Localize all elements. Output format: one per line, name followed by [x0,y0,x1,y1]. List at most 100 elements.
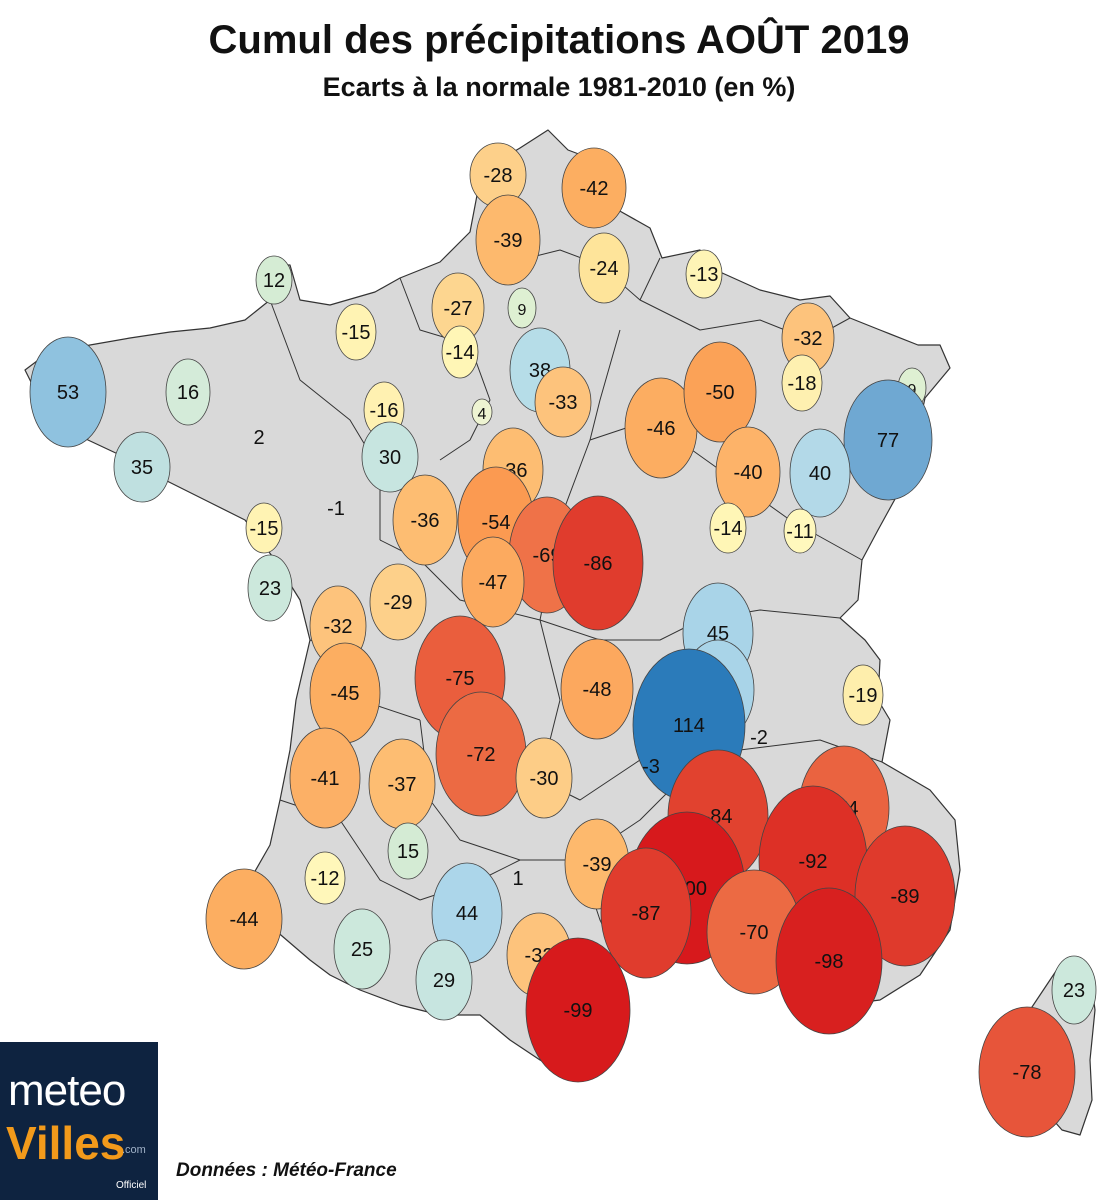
station-value-label: -14 [446,342,475,364]
station-value-label: -50 [706,382,735,404]
station-bubble [978,1006,1076,1138]
station-marker: 40 [789,428,851,518]
station-bubble [29,336,107,448]
station-marker: -48 [560,638,634,740]
station-marker: -15 [245,502,283,554]
station-marker: -78 [978,1006,1076,1138]
station-marker: 12 [255,255,293,305]
station-marker: 77 [843,379,933,501]
station-marker: 16 [165,358,211,426]
station-bubble [415,939,473,1021]
station-value-label: -46 [647,418,676,440]
logo-line-meteo: meteo [8,1066,126,1115]
station-value-label: 53 [57,382,79,404]
station-marker: -27 [431,272,485,344]
station-marker: -99 [525,937,631,1083]
station-bubble [715,426,781,518]
station-value-label: -18 [788,373,817,395]
station-value-label: -48 [583,679,612,701]
station-value-label: -29 [384,592,413,614]
station-marker: -3 [642,756,660,778]
station-bubble [1051,955,1097,1025]
station-marker: 30 [361,421,419,493]
station-marker: -36 [392,474,458,566]
station-bubble [369,563,427,641]
logo-domain: .com [122,1144,146,1156]
station-marker: -86 [552,495,644,631]
station-value-label: 9 [518,302,527,319]
station-value-label: -72 [467,744,496,766]
station-value-label: -15 [342,322,371,344]
station-marker: 53 [29,336,107,448]
station-bubble [775,887,883,1035]
station-value-label: -11 [786,521,813,543]
station-value-label: -42 [580,178,609,200]
station-bubble [335,303,377,361]
station-marker: 25 [333,908,391,990]
station-value-label: -16 [370,400,399,422]
station-marker: -98 [775,887,883,1035]
station-value-label: 25 [351,939,373,961]
station-value-label: 1 [512,868,523,890]
station-marker: 35 [113,431,171,503]
station-value-label: -39 [583,854,612,876]
station-marker: -50 [683,341,757,443]
station-value-label: 29 [433,970,455,992]
station-bubble [600,847,692,979]
station-value-label: -44 [230,909,259,931]
station-bubble [333,908,391,990]
station-marker: -30 [515,737,573,819]
station-marker: -45 [309,642,381,744]
station-marker: 23 [1051,955,1097,1025]
station-marker: -39 [475,194,541,286]
station-value-label: 44 [456,903,478,925]
station-value-label: -30 [530,768,559,790]
station-marker: 23 [247,554,293,622]
station-marker: 9 [507,287,537,329]
station-marker: 29 [415,939,473,1021]
station-bubble [304,851,346,905]
station-value-label: -54 [482,512,511,534]
station-marker: -11 [783,508,817,554]
station-value-label: 40 [809,463,831,485]
station-marker: -87 [600,847,692,979]
station-marker: -1 [327,498,345,520]
station-value-label: -47 [479,572,508,594]
station-value-label: -41 [311,768,340,790]
logo-tag: Officiel [116,1180,147,1191]
station-value-label: -89 [891,886,920,908]
station-marker: 2 [253,427,264,449]
station-bubble [475,194,541,286]
station-marker: -37 [368,738,436,830]
station-bubble [113,431,171,503]
station-value-label: 114 [673,715,705,737]
station-bubble [783,508,817,554]
map-title: Cumul des précipitations AOÛT 2019 [208,18,910,62]
station-marker: -40 [715,426,781,518]
station-bubble [471,398,493,426]
station-value-label: -86 [584,553,613,575]
station-bubble [165,358,211,426]
station-value-label: 12 [263,270,285,292]
station-value-label: -2 [750,727,768,749]
station-value-label: 35 [131,457,153,479]
station-bubble [255,255,293,305]
station-bubble [507,287,537,329]
station-bubble [289,727,361,829]
station-value-label: -32 [794,328,823,350]
station-value-label: -33 [549,392,578,414]
station-marker: -42 [561,147,627,229]
station-marker: -33 [534,366,592,438]
station-marker: -14 [709,502,747,554]
station-bubble [781,354,823,412]
station-marker: -47 [461,536,525,628]
data-source: Données : Météo-France [176,1160,397,1181]
station-value-label: 15 [397,841,419,863]
station-marker: -41 [289,727,361,829]
station-value-label: 16 [177,382,199,404]
station-marker: -32 [781,302,835,374]
station-value-label: -70 [740,922,769,944]
station-value-label: -75 [446,668,475,690]
station-bubble [842,664,884,726]
